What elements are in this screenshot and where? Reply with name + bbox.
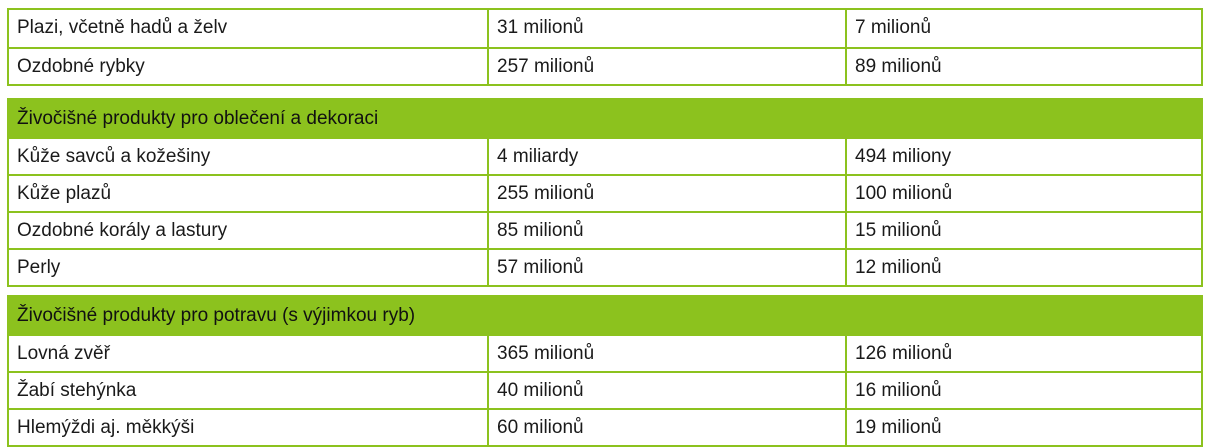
table-row: Kůže savců a kožešiny 4 miliardy 494 mil…	[9, 137, 1201, 174]
section-header: Živočišné produkty pro oblečení a dekora…	[9, 100, 1201, 137]
table-pets: Plazi, včetně hadů a želv 31 milionů 7 m…	[7, 8, 1203, 86]
value-a-cell: 85 milionů	[489, 213, 847, 248]
table-row: Lovná zvěř 365 milionů 126 milionů	[9, 334, 1201, 371]
item-cell: Kůže savců a kožešiny	[9, 139, 489, 174]
table-row: Ozdobné rybky 257 milionů 89 milionů	[9, 47, 1201, 84]
item-cell: Žabí stehýnka	[9, 373, 489, 408]
item-cell: Hlemýždi aj. měkkýši	[9, 410, 489, 445]
value-a-cell: 57 milionů	[489, 250, 847, 285]
item-cell: Ozdobné rybky	[9, 49, 489, 84]
item-cell: Plazi, včetně hadů a želv	[9, 10, 489, 47]
value-a-cell: 60 milionů	[489, 410, 847, 445]
table-row: Ozdobné korály a lastury 85 milionů 15 m…	[9, 211, 1201, 248]
table-row: Žabí stehýnka 40 milionů 16 milionů	[9, 371, 1201, 408]
table-clothing-decoration: Živočišné produkty pro oblečení a dekora…	[7, 98, 1203, 287]
item-cell: Ozdobné korály a lastury	[9, 213, 489, 248]
value-b-cell: 494 miliony	[855, 146, 952, 167]
value-a-cell: 31 milionů	[489, 10, 847, 47]
value-a-cell: 40 milionů	[489, 373, 847, 408]
value-b-cell: 19 milionů	[855, 417, 942, 438]
value-a-cell: 255 milionů	[489, 176, 847, 211]
table-food-products: Živočišné produkty pro potravu (s výjimk…	[7, 295, 1203, 447]
value-b-cell: 89 milionů	[855, 56, 942, 77]
item-cell: Lovná zvěř	[9, 336, 489, 371]
value-a-cell: 4 miliardy	[489, 139, 847, 174]
section-header: Živočišné produkty pro potravu (s výjimk…	[9, 297, 1201, 334]
value-a-cell: 365 milionů	[489, 336, 847, 371]
value-b-cell: 126 milionů	[855, 343, 953, 364]
table-row: Perly 57 milionů 12 milionů	[9, 248, 1201, 285]
item-cell: Perly	[9, 250, 489, 285]
table-row: Kůže plazů 255 milionů 100 milionů	[9, 174, 1201, 211]
value-b-cell: 7 milionů	[855, 17, 932, 38]
value-b-cell: 100 milionů	[855, 183, 953, 204]
value-b-cell: 15 milionů	[855, 220, 942, 241]
table-row: Plazi, včetně hadů a želv 31 milionů 7 m…	[9, 10, 1201, 47]
value-a-cell: 257 milionů	[489, 49, 847, 84]
value-b-cell: 12 milionů	[855, 257, 942, 278]
item-cell: Kůže plazů	[9, 176, 489, 211]
value-b-cell: 16 milionů	[855, 380, 942, 401]
table-row: Hlemýždi aj. měkkýši 60 milionů 19 milio…	[9, 408, 1201, 445]
